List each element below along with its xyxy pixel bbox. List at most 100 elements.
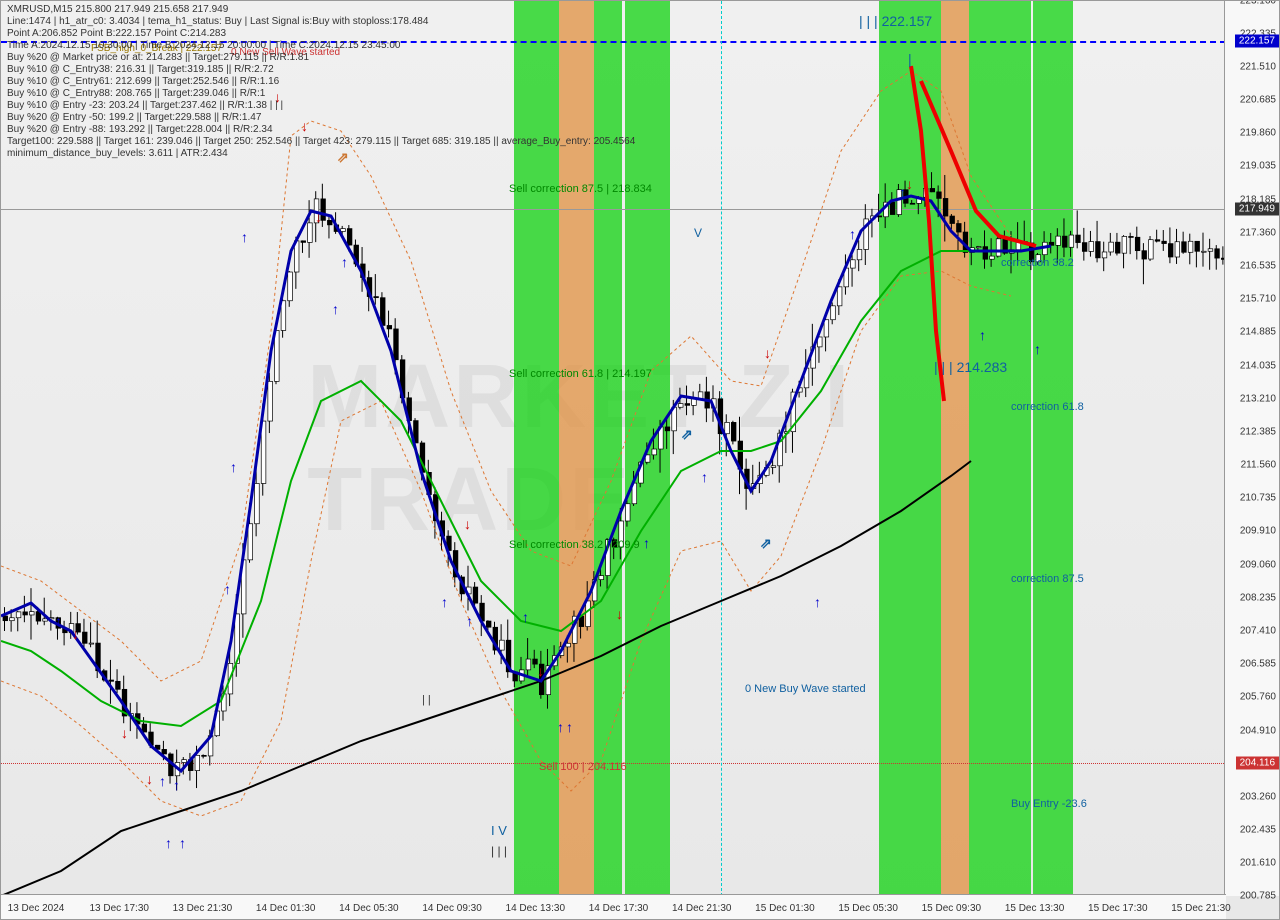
annotation-label: | |: [422, 694, 431, 706]
annotation-label: correction 87.5: [1011, 573, 1084, 585]
vertical-line: [721, 1, 722, 896]
annotation-label: Sell correction 61.8 | 214.197: [509, 368, 652, 380]
signal-arrow: ↑: [179, 835, 186, 851]
y-axis-label: 215.710: [1240, 294, 1276, 305]
annotation-label: correction 38.2: [1001, 257, 1074, 269]
signal-arrow: ↑: [159, 773, 166, 789]
y-axis-label: 217.360: [1240, 228, 1276, 239]
horizontal-line: [1, 209, 1226, 210]
x-axis-label: 15 Dec 21:30: [1171, 903, 1231, 914]
annotation-label: Sell 100 | 204.116: [539, 761, 627, 773]
y-axis-label: 221.510: [1240, 62, 1276, 73]
x-axis-label: 14 Dec 01:30: [256, 903, 316, 914]
y-axis-label: 202.435: [1240, 825, 1276, 836]
annotation-label: V: [694, 226, 702, 240]
x-axis-label: 15 Dec 13:30: [1005, 903, 1065, 914]
annotation-label: correction 61.8: [1011, 401, 1084, 413]
info-line: Buy %20 @ Entry -50: 199.2 || Target:229…: [7, 112, 635, 124]
signal-arrow: ↑: [566, 719, 573, 735]
price-badge: 222.157: [1235, 35, 1279, 48]
signal-arrow: ↑: [701, 469, 708, 485]
annotation-label: Buy Entry -23.6: [1011, 798, 1087, 810]
chart-container: MARKET Z I TRADE | | | 222.157|FSB_high_…: [0, 0, 1280, 920]
signal-arrow: ↓: [315, 209, 322, 225]
signal-arrow: ↑: [814, 594, 821, 610]
signal-arrow: ↑: [224, 581, 231, 597]
info-panel: XMRUSD,M15 215.800 217.949 215.658 217.9…: [7, 4, 635, 160]
signal-arrow: ↑: [55, 613, 62, 629]
y-axis-label: 208.235: [1240, 593, 1276, 604]
y-axis-label: 207.410: [1240, 626, 1276, 637]
y-axis-label: 206.585: [1240, 659, 1276, 670]
y-axis-label: 205.760: [1240, 692, 1276, 703]
signal-arrow: ↓: [764, 345, 771, 361]
chart-plot-area[interactable]: MARKET Z I TRADE | | | 222.157|FSB_high_…: [1, 1, 1226, 896]
orange-zone: [941, 1, 969, 896]
signal-arrow: ⇗: [760, 535, 772, 552]
signal-arrow: ↑: [441, 594, 448, 610]
info-line: XMRUSD,M15 215.800 217.949 215.658 217.9…: [7, 4, 635, 16]
x-axis-label: 15 Dec 01:30: [755, 903, 815, 914]
x-axis-label: 13 Dec 17:30: [89, 903, 149, 914]
info-line: Buy %20 @ Market price or at: 214.283 ||…: [7, 52, 635, 64]
x-axis-label: 15 Dec 05:30: [838, 903, 898, 914]
info-line: Point A:206.852 Point B:222.157 Point C:…: [7, 28, 635, 40]
annotation-label: 0 New Buy Wave started: [745, 683, 866, 695]
annotation-label: | | | 214.283: [934, 359, 1007, 375]
info-line: Time A:2024.12.15 10:30:00 | Time B:2024…: [7, 40, 635, 52]
y-axis-label: 214.035: [1240, 361, 1276, 372]
info-line: Buy %20 @ Entry -88: 193.292 || Target:2…: [7, 124, 635, 136]
signal-arrow: ↓: [464, 516, 471, 532]
info-line: minimum_distance_buy_levels: 3.611 | ATR…: [7, 148, 635, 160]
y-axis-label: 203.260: [1240, 792, 1276, 803]
signal-arrow: ↑: [557, 719, 564, 735]
x-axis-label: 15 Dec 17:30: [1088, 903, 1148, 914]
signal-arrow: ↑: [165, 835, 172, 851]
signal-arrow: ↑: [230, 459, 237, 475]
signal-arrow: ↓: [72, 626, 79, 642]
info-line: Buy %10 @ C_Entry61: 212.699 || Target:2…: [7, 76, 635, 88]
y-axis-label: 219.035: [1240, 161, 1276, 172]
annotation-label: |: [908, 51, 912, 67]
y-axis-label: 204.910: [1240, 726, 1276, 737]
x-axis-label: 14 Dec 21:30: [672, 903, 732, 914]
signal-arrow: ↑: [522, 609, 529, 625]
signal-arrow: ↑: [332, 301, 339, 317]
signal-arrow: ↓: [121, 725, 128, 741]
y-axis-label: 209.910: [1240, 526, 1276, 537]
info-line: Buy %10 @ C_Entry38: 216.31 || Target:31…: [7, 64, 635, 76]
price-axis: 223.160222.335221.510220.685219.860219.0…: [1224, 1, 1279, 896]
info-line: Buy %10 @ Entry -23: 203.24 || Target:23…: [7, 100, 635, 112]
signal-arrow: ↑: [1034, 341, 1041, 357]
info-line: Buy %10 @ C_Entry88: 208.765 || Target:2…: [7, 88, 635, 100]
y-axis-label: 220.685: [1240, 95, 1276, 106]
signal-arrow: ↑: [849, 226, 856, 242]
y-axis-label: 209.060: [1240, 560, 1276, 571]
price-badge: 217.949: [1235, 203, 1279, 216]
y-axis-label: 219.860: [1240, 128, 1276, 139]
y-axis-label: 211.560: [1241, 460, 1276, 471]
signal-arrow: ↑: [899, 184, 906, 200]
x-axis-label: 15 Dec 09:30: [922, 903, 982, 914]
y-axis-label: 216.535: [1240, 261, 1276, 272]
annotation-label: Sell correction 87.5 | 218.834: [509, 183, 652, 195]
x-axis-label: 14 Dec 09:30: [422, 903, 482, 914]
x-axis-label: 14 Dec 13:30: [506, 903, 566, 914]
green-zone: [1033, 1, 1073, 896]
x-axis-label: 13 Dec 21:30: [173, 903, 233, 914]
signal-arrow: ↑: [466, 613, 473, 629]
annotation-label: I V: [491, 823, 507, 838]
signal-arrow: ↑: [979, 327, 986, 343]
y-axis-label: 201.610: [1240, 858, 1276, 869]
signal-arrow: ↓: [537, 663, 544, 679]
x-axis-label: 14 Dec 17:30: [589, 903, 649, 914]
signal-arrow: ↑: [173, 777, 180, 793]
green-zone: [879, 1, 941, 896]
signal-arrow: ↓: [616, 606, 623, 622]
signal-arrow: ⇗: [681, 426, 693, 443]
y-axis-label: 223.160: [1240, 0, 1276, 7]
annotation-label: | | |: [491, 844, 507, 858]
info-line: Line:1474 | h1_atr_c0: 3.4034 | tema_h1_…: [7, 16, 635, 28]
y-axis-label: 213.210: [1240, 394, 1276, 405]
signal-arrow: ↓: [146, 771, 153, 787]
